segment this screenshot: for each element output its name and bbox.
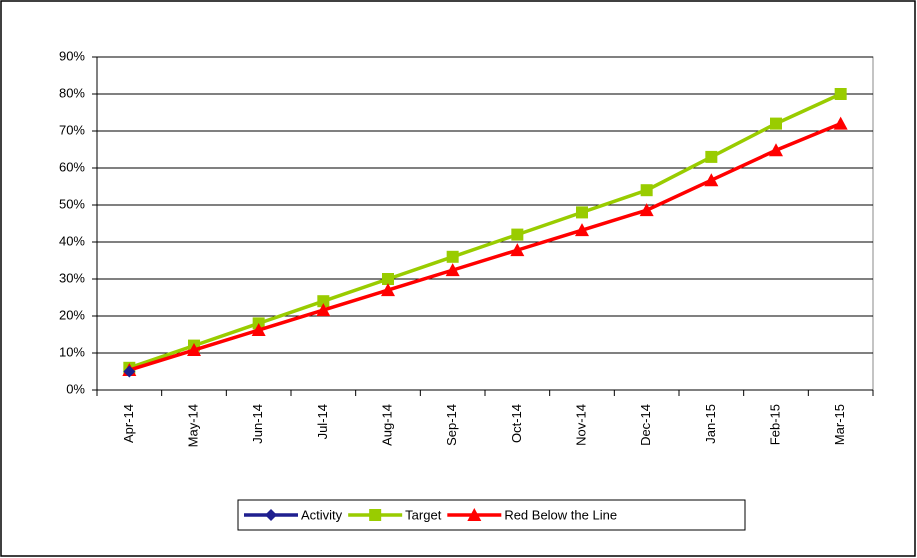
marker xyxy=(382,273,394,285)
legend-label: Activity xyxy=(301,507,343,522)
x-tick-label: Jun-14 xyxy=(250,404,265,444)
x-tick-label: Jul-14 xyxy=(315,404,330,439)
marker xyxy=(704,173,719,187)
marker xyxy=(769,143,783,157)
y-tick-label: 20% xyxy=(59,307,85,322)
marker xyxy=(369,509,382,521)
x-tick-label: Apr-14 xyxy=(121,404,136,443)
marker xyxy=(265,509,277,521)
marker xyxy=(381,283,395,297)
marker xyxy=(640,184,653,197)
series-line xyxy=(128,121,842,372)
marker xyxy=(770,117,782,130)
marker xyxy=(639,203,654,217)
marker xyxy=(834,88,847,100)
x-tick-label: Sep-14 xyxy=(444,404,459,446)
x-tick-label: May-14 xyxy=(185,404,200,447)
x-tick-label: Dec-14 xyxy=(638,404,653,446)
marker xyxy=(317,295,330,308)
y-tick-label: 90% xyxy=(59,48,85,63)
y-tick-label: 70% xyxy=(59,122,85,137)
x-tick-label: Oct-14 xyxy=(509,404,524,443)
marker xyxy=(187,343,201,357)
y-tick-label: 0% xyxy=(66,381,85,396)
x-tick-label: Mar-15 xyxy=(832,404,847,445)
marker xyxy=(123,365,136,378)
marker xyxy=(511,228,524,241)
x-tick-label: Nov-14 xyxy=(573,404,588,446)
marker xyxy=(467,508,482,521)
marker xyxy=(705,150,718,163)
series-line xyxy=(128,92,842,370)
x-tick-label: Feb-15 xyxy=(767,404,782,445)
x-tick-label: Jan-15 xyxy=(703,404,718,444)
marker xyxy=(445,263,460,277)
marker xyxy=(576,206,588,219)
y-tick-label: 30% xyxy=(59,270,85,285)
y-tick-label: 50% xyxy=(59,196,85,211)
x-tick-label: Aug-14 xyxy=(379,404,394,446)
marker xyxy=(446,250,459,263)
y-tick-label: 40% xyxy=(59,233,85,248)
y-tick-label: 80% xyxy=(59,85,85,100)
legend-label: Red Below the Line xyxy=(504,507,617,522)
marker xyxy=(316,303,331,317)
marker xyxy=(251,323,266,337)
marker xyxy=(510,243,525,257)
y-tick-label: 10% xyxy=(59,344,85,359)
marker xyxy=(833,116,848,130)
marker xyxy=(575,223,589,237)
y-tick-label: 60% xyxy=(59,159,85,174)
legend-label: Target xyxy=(405,507,442,522)
